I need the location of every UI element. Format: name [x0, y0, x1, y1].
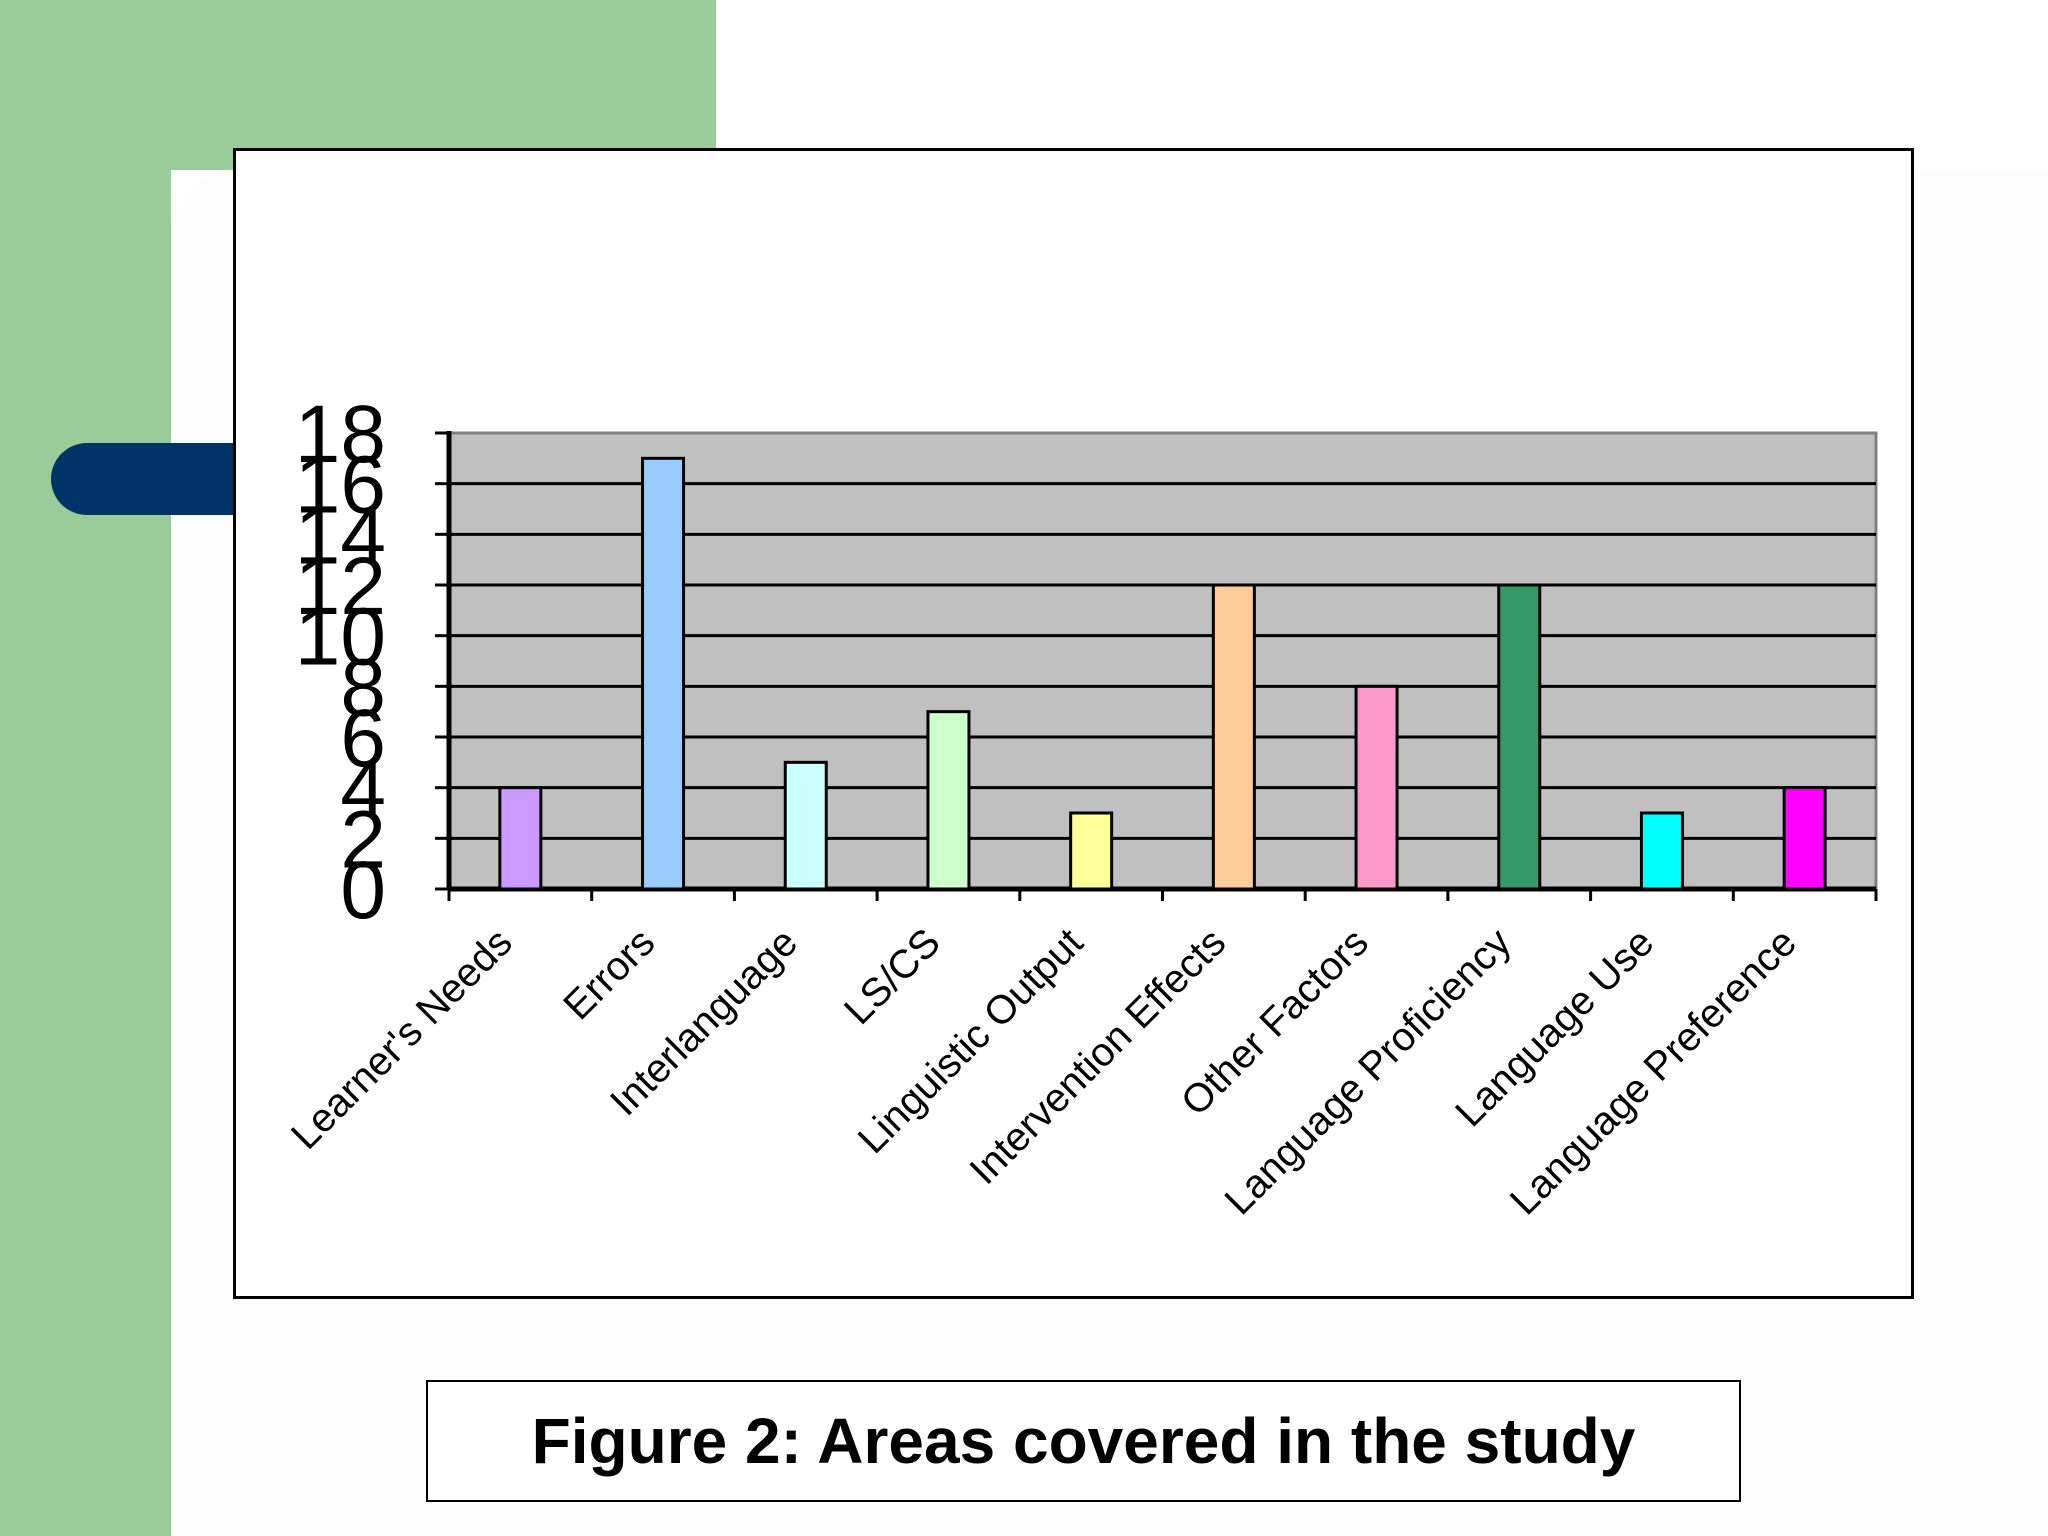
bar-intervention-effects — [1211, 583, 1256, 891]
bar-language-use — [1639, 811, 1684, 891]
x-tick-label: Language Proficiency — [1216, 920, 1519, 1223]
figure-caption: Figure 2: Areas covered in the study — [531, 1405, 1636, 1477]
left-green-strip — [0, 0, 171, 1536]
y-tick-label: 10 — [295, 592, 386, 683]
x-tick-label: LS/CS — [836, 920, 949, 1033]
x-tick-label: Intervention Effects — [961, 920, 1234, 1193]
bar-other-factors — [1354, 684, 1399, 891]
bar-ls-cs — [926, 710, 971, 891]
y-tick-label: 18 — [295, 389, 386, 480]
bar-linguistic-output — [1069, 811, 1114, 891]
bar-interlanguage — [783, 760, 828, 891]
bar-errors — [641, 456, 686, 891]
y-tick-label: 4 — [340, 744, 386, 835]
top-green-band — [0, 0, 716, 170]
bar-learner-s-needs — [498, 786, 543, 891]
bar-language-proficiency — [1497, 583, 1542, 891]
y-tick-label: 12 — [295, 541, 386, 632]
y-tick-label: 2 — [340, 794, 386, 885]
y-tick-label: 8 — [340, 642, 386, 733]
figure-caption-box: Figure 2: Areas covered in the study — [426, 1380, 1741, 1502]
plot-area — [447, 431, 1878, 891]
y-tick-label: 14 — [295, 490, 386, 581]
y-tick-label: 6 — [340, 693, 386, 784]
x-tick-label: Learner's Needs — [283, 920, 521, 1158]
y-tick-label: 16 — [295, 440, 386, 531]
y-tick-label: 0 — [340, 845, 386, 936]
x-tick-label: Errors — [555, 920, 663, 1028]
x-tick-label: Language Preference — [1502, 920, 1805, 1223]
bar-language-preference — [1782, 786, 1827, 891]
